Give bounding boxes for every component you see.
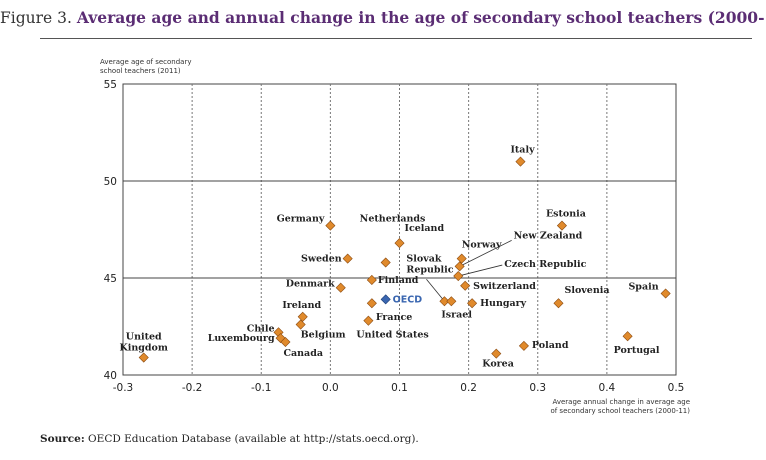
data-point (366, 274, 377, 285)
point-label: Poland (532, 340, 569, 351)
point-label: Switzerland (473, 281, 536, 292)
x-tick-label: 0.0 (322, 382, 339, 394)
point-label: Italy (510, 145, 535, 156)
oecd-point (380, 294, 391, 305)
source-note: Source: OECD Education Database (availab… (40, 433, 419, 445)
point-label: Korea (482, 359, 514, 370)
figure-label: Figure 3. (0, 9, 72, 27)
point-label: Slovak (406, 253, 441, 264)
data-point (515, 156, 526, 167)
leader-line (426, 279, 445, 302)
point-label: Chile (247, 323, 275, 334)
data-point (446, 296, 457, 307)
y-tick-label: 50 (104, 176, 117, 188)
data-point (335, 282, 346, 293)
y-tick-label: 40 (104, 370, 117, 382)
data-point (553, 298, 564, 309)
data-point (456, 253, 467, 264)
oecd-label: OECD (393, 294, 423, 305)
x-tick-label: -0.1 (251, 382, 272, 394)
point-label: Spain (628, 282, 658, 293)
x-tick-label: 0.3 (529, 382, 546, 394)
point-label: Iceland (405, 223, 445, 234)
point-label: Hungary (480, 298, 527, 309)
data-point (556, 220, 567, 231)
data-point (622, 331, 633, 342)
point-label: Denmark (286, 279, 335, 290)
x-tick-label: 0.5 (668, 382, 685, 394)
leader-line (458, 264, 503, 277)
data-point (453, 271, 464, 282)
y-axis-title: Average age of secondary (100, 58, 191, 66)
point-label: Luxembourg (208, 333, 275, 344)
data-point (660, 288, 671, 299)
point-label: Republic (406, 264, 453, 275)
data-point (380, 257, 391, 268)
x-tick-label: 0.2 (460, 382, 477, 394)
point-label: France (376, 312, 412, 323)
y-tick-label: 55 (104, 79, 117, 91)
data-point (454, 261, 465, 272)
data-point (138, 352, 149, 363)
x-tick-label: 0.1 (391, 382, 408, 394)
data-point (394, 238, 405, 249)
x-tick-label: 0.4 (599, 382, 616, 394)
y-tick-label: 45 (104, 273, 117, 285)
data-point (366, 298, 377, 309)
point-label: Sweden (301, 254, 342, 265)
leader-line (459, 240, 512, 267)
source-label: Source: (40, 433, 85, 445)
data-point (280, 336, 291, 348)
point-label: Estonia (546, 209, 586, 220)
point-label: Norway (462, 240, 502, 251)
point-label: Netherlands (360, 213, 426, 224)
point-label: New Zealand (514, 230, 583, 241)
source-text: OECD Education Database (available at ht… (88, 433, 419, 445)
point-label: Finland (378, 275, 419, 286)
point-label: Kingdom (120, 343, 168, 354)
x-tick-label: -0.2 (182, 382, 203, 394)
data-point (325, 220, 336, 231)
data-point (295, 319, 306, 330)
x-axis-title: Average annual change in average age (552, 398, 690, 406)
scatter-chart: -0.3 -0.2 -0.1 0.0 0.1 0.2 0.3 0.4 0.5 40 45 50 55 Av… (100, 58, 690, 415)
point-label: Germany (277, 214, 325, 225)
data-point (467, 298, 478, 309)
data-point (439, 296, 450, 307)
data-point (460, 280, 471, 291)
point-label: Israel (441, 309, 472, 320)
title-divider (40, 38, 752, 39)
x-axis-title: of secondary school teachers (2000-11) (550, 407, 690, 415)
point-label: Slovenia (564, 285, 609, 296)
point-label: United (126, 332, 162, 343)
data-point (491, 348, 502, 359)
point-label: Ireland (282, 300, 321, 311)
point-label: Canada (283, 348, 323, 359)
point-label: Belgium (301, 330, 346, 341)
data-point (297, 311, 308, 322)
figure-title-text: Average age and annual change in the age… (76, 8, 766, 27)
data-point (363, 315, 374, 326)
figure-title: Figure 3. Average age and annual change … (0, 8, 766, 27)
point-label: Portugal (614, 345, 660, 356)
data-point (342, 253, 353, 264)
y-axis-title: school teachers (2011) (100, 67, 181, 75)
point-label: United States (356, 330, 428, 341)
point-label: Czech Republic (504, 259, 586, 270)
data-point (518, 340, 529, 351)
x-tick-label: -0.3 (113, 382, 134, 394)
